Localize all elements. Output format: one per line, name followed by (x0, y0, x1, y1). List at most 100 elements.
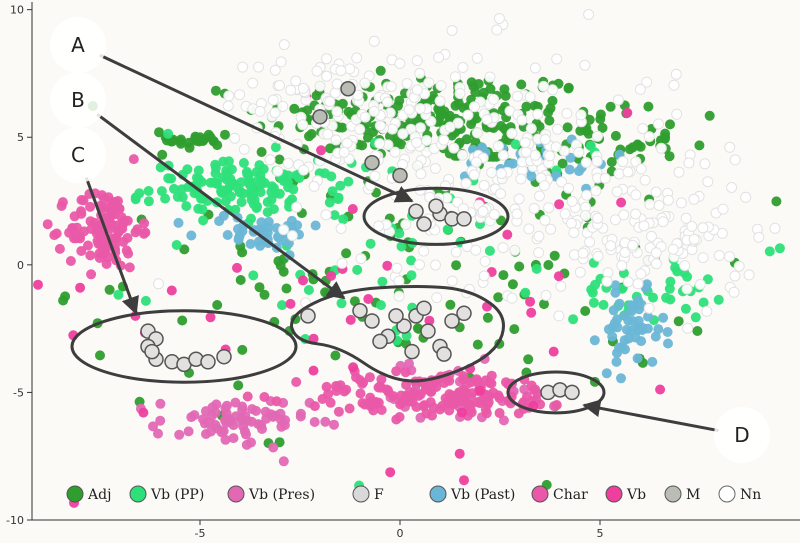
point-vb-pp (365, 238, 376, 249)
point-adj (256, 147, 267, 157)
point-nn (630, 208, 642, 220)
point-adj (274, 154, 285, 165)
point-nn (298, 164, 310, 176)
point-nn (267, 94, 279, 106)
point-vb-pp (238, 158, 249, 168)
point-char (121, 245, 132, 256)
highlight-point-b (372, 333, 388, 350)
point-vb-pres (230, 397, 241, 408)
point-vb-pp (230, 204, 241, 215)
callout-label-c: C (71, 143, 85, 167)
highlight-point-m (340, 81, 356, 97)
point-vb-pp (226, 164, 237, 175)
callout-label-d: D (734, 423, 749, 447)
point-vb-pp (664, 283, 675, 294)
point-adj (643, 101, 654, 112)
point-char (494, 408, 505, 418)
point-adj (632, 139, 643, 150)
point-nn (393, 275, 405, 287)
point-nn (247, 77, 259, 89)
point-nn (282, 157, 294, 169)
point-vb-pres (174, 429, 185, 440)
point-nn (552, 123, 563, 135)
highlight-point-b (416, 300, 432, 316)
point-nn (269, 107, 281, 119)
point-adj (157, 149, 168, 160)
point-adj (311, 90, 322, 101)
point-adj (659, 134, 670, 145)
point-vb-pp (713, 294, 724, 305)
point-vb-pres (260, 406, 271, 417)
point-vb-pp (171, 240, 182, 250)
point-nn (697, 252, 709, 264)
point-nn (411, 55, 423, 67)
point-nn (254, 105, 266, 117)
point-nn (688, 193, 700, 205)
point-vb (166, 285, 177, 296)
highlight-point-m (364, 155, 380, 171)
point-char (85, 201, 96, 212)
region-d (506, 370, 606, 415)
point-adj (233, 380, 244, 391)
point-nn (559, 208, 571, 220)
point-nn (540, 289, 552, 301)
point-nn (497, 149, 509, 161)
point-vb-pp (143, 196, 154, 207)
point-nn (643, 302, 655, 314)
point-adj (704, 110, 715, 121)
highlight-regions (70, 186, 606, 415)
highlight-point-c (216, 348, 232, 365)
point-adj (198, 136, 208, 146)
legend-label-vb-pp: Vb (PP) (150, 487, 204, 503)
point-vb-pp (598, 299, 609, 310)
point-vb-pres (237, 404, 248, 415)
point-vb-past (620, 344, 630, 355)
point-vb-pres (246, 437, 256, 448)
point-char (242, 391, 253, 402)
point-vb (553, 271, 564, 282)
point-char (291, 377, 302, 387)
point-vb-past (245, 239, 256, 249)
point-vb-past (173, 217, 184, 228)
point-vb-pres (257, 424, 267, 434)
highlight-point-m (312, 109, 328, 125)
point-nn (497, 242, 509, 254)
point-nn (551, 53, 563, 65)
point-nn (724, 141, 736, 153)
legend-swatch-vb-pres (227, 485, 245, 503)
point-nn (686, 220, 698, 232)
point-vb-pp (166, 173, 177, 184)
point-nn (581, 189, 593, 201)
legend-label-adj: Adj (87, 487, 111, 503)
point-vb (475, 385, 486, 396)
point-nn (683, 157, 695, 169)
point-nn (468, 169, 480, 181)
point-nn (512, 90, 523, 102)
point-nn (702, 176, 714, 188)
point-char (119, 215, 130, 226)
point-vb-pp (352, 264, 363, 275)
point-nn (355, 253, 367, 265)
point-char (458, 371, 469, 382)
point-vb (205, 312, 216, 323)
point-nn (415, 168, 427, 180)
point-vb-pp (294, 173, 305, 183)
x-tick-label: -5 (195, 527, 206, 540)
point-nn (431, 292, 443, 304)
point-char (391, 366, 402, 377)
point-adj (212, 300, 223, 310)
point-adj (692, 326, 703, 336)
point-nn (520, 146, 532, 158)
point-nn (153, 278, 164, 290)
point-vb-pres (236, 413, 247, 424)
point-nn (389, 146, 401, 158)
point-vb (348, 362, 359, 373)
point-vb (345, 314, 356, 325)
point-adj (521, 101, 532, 112)
point-nn (275, 56, 287, 68)
point-nn (653, 200, 665, 211)
point-nn (680, 212, 692, 224)
point-nn (643, 131, 655, 143)
point-nn (397, 128, 409, 140)
point-adj (434, 105, 445, 116)
